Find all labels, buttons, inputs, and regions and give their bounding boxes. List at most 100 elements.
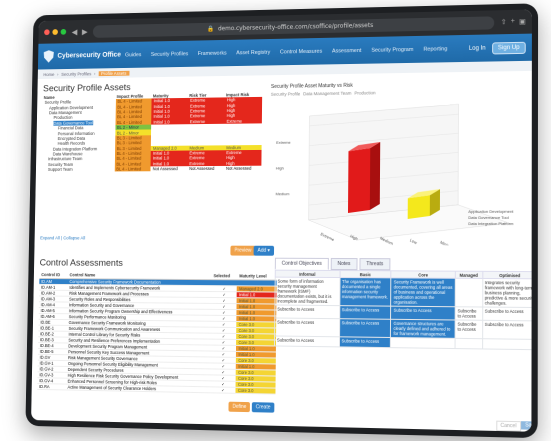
breadcrumb-separator: › [94,70,96,76]
login-link[interactable]: Log In [468,45,486,52]
x-axis-tick-label: Minimal [439,239,454,245]
window-dot-icon[interactable] [60,28,67,35]
nav-item[interactable]: Reporting [423,45,448,53]
asset-name: Infrastructure Team [48,156,83,162]
control-assessments-table: Control ID Control Name Selected Maturity L… [37,271,277,394]
objective-cell[interactable]: Subscribe to Access [482,320,532,340]
tree-toggle-links: Expand All | Collapse All [40,235,86,241]
url-text: demo.cybersecurity-office.com/csoffice/p… [217,21,374,32]
chart-back-wall [309,104,459,220]
tab-item[interactable]: Notes [330,257,358,271]
objective-cell[interactable]: Subscribe to Access [274,305,340,319]
nav-item[interactable]: Frameworks [197,50,227,57]
bar-side [429,189,441,216]
objective-cell[interactable]: Subscribe to Access [454,319,483,339]
nav-item[interactable]: Guides [125,51,142,58]
nav-item[interactable]: Asset Registry [236,49,271,56]
objective-cell[interactable]: Subscribe to Access [339,305,392,320]
collapse-all-link[interactable]: Collapse All [63,235,86,241]
forward-icon[interactable]: ▶ [81,27,88,36]
tabs-icon[interactable]: ▣ [519,18,526,26]
address-bar[interactable]: 🔒 demo.cybersecurity-office.com/csoffice… [93,15,495,38]
add-button[interactable]: Add ▾ [253,245,274,256]
nav-item[interactable]: Control Measures [279,48,323,55]
breadcrumb-separator: › [57,71,59,77]
browser-actions: ⇧ + ▣ [500,17,526,27]
x-axis-tick-label: Extreme [320,231,335,242]
y-axis-tick-label: Medium [276,191,290,196]
shield-logo-icon [44,50,54,63]
cancel-button[interactable]: Cancel [496,420,521,432]
asset-name: Production [53,115,73,121]
objective-cell: Integrates security framework with long-… [482,278,532,308]
bar-front [347,147,371,213]
create-button[interactable]: Create [251,402,275,413]
breadcrumb-item[interactable]: Security Profiles [61,70,92,77]
objective-cell[interactable]: Subscribe to Access [338,336,391,348]
y-axis-tick-label: High [276,165,284,170]
device-frame: ◀ ▶ 🔒 demo.cybersecurity-office.com/csoff… [25,3,539,439]
main-nav: Guides Security Profiles Frameworks Asset R… [125,45,469,58]
objective-tabs: Control Objectives Notes Threats [274,257,391,271]
rating-cell: Not Assessed [226,166,252,172]
tree-indent [44,115,53,120]
objective-cell[interactable]: Subscribe to Access [391,306,456,320]
objective-cell [455,278,483,308]
maturity-level[interactable]: Core 3.0 [235,386,276,394]
back-icon[interactable]: ◀ [71,27,78,36]
bar-side [369,141,381,210]
tree-indent [44,152,53,157]
brand[interactable]: Cybersecurity Office [44,49,126,63]
objective-row: Subscribe to Access Subscribe to Access [274,335,532,350]
depth-axis-label: Application Development [468,209,514,214]
nav-item[interactable]: Assessment [331,47,362,54]
tab-item[interactable]: Threats [359,258,391,271]
rating-cell: Not Assessed [189,166,215,172]
y-axis-tick-label: Extreme [276,140,291,145]
x-axis-tick-label: Medium [379,235,394,245]
window-dot-icon[interactable] [52,29,58,35]
add-label: Add [257,247,267,254]
window-dot-icon[interactable] [44,29,50,36]
breadcrumb-item[interactable]: Home [43,71,55,77]
nav-item[interactable]: Security Profiles [150,50,189,58]
objective-cell[interactable]: Subscribe to Access [274,335,340,347]
tree-indent [44,126,58,131]
profile-row[interactable]: Support Team BL 4 - Limited Not Assessed No… [41,166,261,173]
chart-canvas: Extreme High Medium Low Minimal Extreme High Me… [276,93,514,250]
tree-indent [44,141,58,146]
objective-cell [482,338,532,350]
signup-button[interactable]: Sign Up [491,41,526,54]
asset-cell[interactable]: Support Team [41,167,114,173]
breadcrumb-item[interactable]: Profile Assets [98,70,130,76]
new-tab-icon[interactable]: + [510,17,515,25]
expand-all-link[interactable]: Expand All [40,235,60,241]
share-icon[interactable]: ⇧ [500,19,507,27]
objective-cell[interactable]: Subscribe to Access [274,317,340,337]
tree-indent [44,131,58,136]
brand-name: Cybersecurity Office [57,51,121,60]
objective-cell[interactable]: Subscribe to Access [454,306,483,321]
control-id: ID.RA [37,383,66,390]
lock-icon: 🔒 [207,25,215,33]
nav-item[interactable]: Security Program [371,46,414,54]
define-button[interactable]: Define [228,401,251,413]
control-selected-check[interactable]: ✓ [210,386,236,393]
objective-cell: The organisation has documented a single… [339,277,392,307]
x-axis-tick-label: High [349,233,359,241]
tab-item[interactable]: Control Objectives [274,257,329,270]
rating-cell: BL 4 - Limited [114,166,151,172]
tree-indent [44,121,53,126]
bar-front [407,195,430,219]
objective-cell [454,338,483,349]
objective-cell[interactable]: Subscribe to Access [339,318,392,338]
save-button[interactable]: Save [521,421,532,430]
control-objectives-table: Informal Basic Core Managed Optimised Some f… [274,270,532,351]
objective-cell: Some form of information security manage… [274,277,340,306]
objective-cell: Governance structures are clearly define… [390,319,455,339]
nav-arrows[interactable]: ◀ ▶ [72,27,88,36]
objective-row: Some form of information security manage… [274,277,532,308]
objective-cell[interactable]: Subscribe to Access [482,307,532,321]
preview-button[interactable]: Preview [230,245,256,256]
controls-title: Control Assessments [39,257,123,269]
